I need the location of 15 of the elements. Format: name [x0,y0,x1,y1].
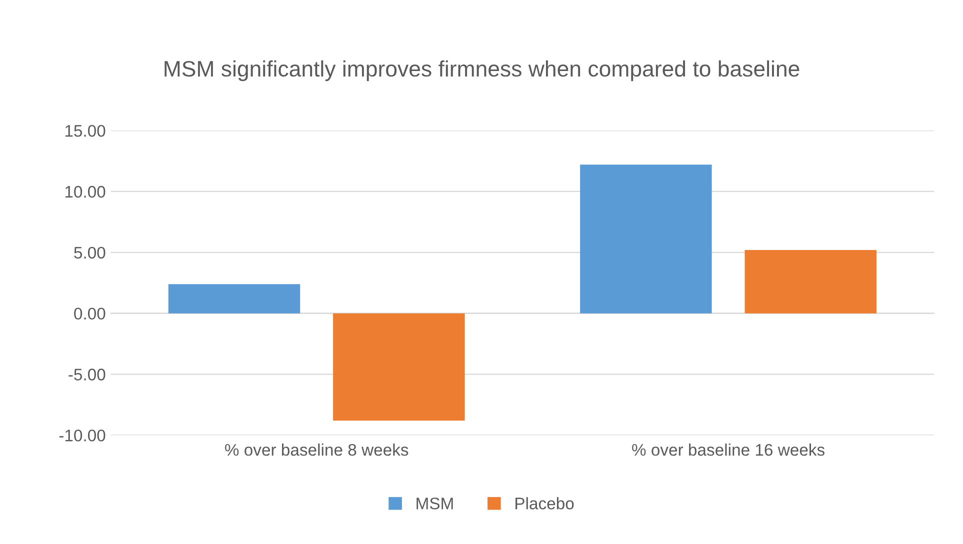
legend-label: Placebo [516,497,574,510]
bar [580,164,712,314]
legend-label: MSM [416,498,453,510]
y-tick-label: 10.00 [65,186,106,198]
y-tick-label: 5.00 [74,246,106,259]
x-tick-label: % over baseline 16 weeks [632,444,824,456]
chart-title: MSM significantly improves firmness when compared to baseline [164,60,800,82]
bar [744,250,876,314]
x-tick-label: % over baseline 8 weeks [225,444,408,456]
y-tick-label: 15.00 [65,124,106,137]
y-tick-label: -10.00 [59,430,106,442]
y-tick-label: 0.00 [74,308,106,320]
bar [333,313,465,421]
y-tick-label: -5.00 [68,368,106,380]
bar [168,284,300,314]
